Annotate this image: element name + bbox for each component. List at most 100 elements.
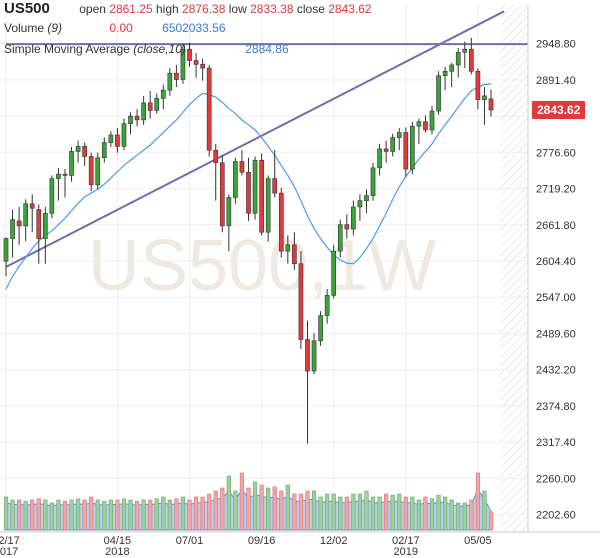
volume-bar [318,496,323,531]
sma-value: 2884.86 [245,42,289,56]
candle-body [10,219,15,239]
volume-bar [469,499,474,531]
volume-bar [266,487,271,531]
x-year-label: 2019 [394,546,418,558]
candle-body [147,102,153,111]
volume-bar [272,486,277,531]
candle-body [69,151,74,176]
close-label: close [296,2,325,16]
volume-bar [416,499,422,531]
candle-body [115,134,120,147]
open-value: 2861.25 [109,2,153,16]
volume-bar [69,499,74,531]
x-tick-label: 04/15 [104,535,132,547]
candle-body [351,206,356,230]
candle-body [239,161,245,173]
candle-body [377,148,382,169]
y-tick-label: 2374.80 [536,401,576,413]
indicator-header-2: Volume (9) 0.00 6502033.56 [4,21,226,35]
volume-bar [397,493,402,531]
volume-bar [423,496,428,531]
candle-body [233,161,238,198]
candle-body [180,48,186,80]
low-value: 2833.38 [250,2,294,16]
volume-bar [17,499,22,531]
volume-bar [482,490,487,531]
candle-body [3,238,9,262]
volume-bar [449,499,454,531]
candle-body [82,146,87,157]
volume-bar [75,498,81,531]
indicator-header-1: US500 open 2861.25 high 2876.38 low 2833… [4,0,372,17]
candle-body [396,132,402,138]
volume-bar [174,498,179,531]
x-tick-label: 12/02 [320,535,348,547]
volume-label: Volume [4,21,45,35]
sma-param: (close,10) [133,42,186,56]
y-tick-label: 2547.00 [536,292,576,304]
volume-bar [10,499,15,531]
volume-bar [128,499,133,531]
candle-body [174,72,179,80]
y-tick-label: 2604.40 [536,256,576,268]
volume-bar [456,502,461,531]
candle-body [160,89,166,99]
sma-label: Simple Moving Average [4,42,130,56]
volume-bar [462,502,467,531]
candle-body [429,110,435,131]
volume-bar [36,498,41,531]
volume-bar [351,493,356,531]
volume-bar [344,496,349,531]
volume-bar [436,494,441,531]
candle-body [488,98,494,111]
candle-body [141,102,146,121]
candle-body [383,148,389,152]
volume-bar [305,490,310,531]
volume-bar [285,484,290,531]
trendline-ascending [5,10,505,268]
volume-bar [30,499,35,531]
candle-body [108,134,114,143]
candle-body [436,75,441,112]
volume-bar [102,500,107,531]
candle-body [56,173,61,179]
volume-bar [115,499,120,531]
candle-body [455,52,461,66]
candle-body [49,178,55,214]
volume-bar [187,499,192,531]
volume-bar [325,493,330,531]
volume-bar [121,498,127,531]
volume-bar [246,487,251,531]
volume-value: 6502033.56 [162,21,226,35]
candle-body [246,171,251,214]
volume-bar [23,500,28,531]
candle-body [337,224,343,252]
candle-body [121,123,127,147]
indicator-header-3: Simple Moving Average (close,10) 2884.86 [4,42,289,56]
volume-bar [3,496,9,531]
volume-bar [161,496,166,531]
open-label: open [79,2,106,16]
candle-body [193,60,199,65]
volume-bar [298,493,304,531]
candle-body [206,67,212,151]
candle-body [416,121,422,127]
volume-bar [338,496,343,531]
volume-bar [233,490,238,531]
high-value: 2876.38 [182,2,226,16]
volume-bar [56,499,61,531]
candle-body [272,178,278,194]
y-tick-label: 2489.60 [536,328,576,340]
volume-bar [134,500,140,531]
x-year-label: 2018 [105,546,129,558]
volume-param: (9) [47,21,63,35]
candle-body [403,132,409,170]
candle-body [442,70,448,76]
candle-body [42,212,48,239]
volume-bar [141,499,146,531]
volume-bar [108,499,113,531]
symbol-label: US500 [4,0,50,17]
volume-bar [279,490,284,531]
